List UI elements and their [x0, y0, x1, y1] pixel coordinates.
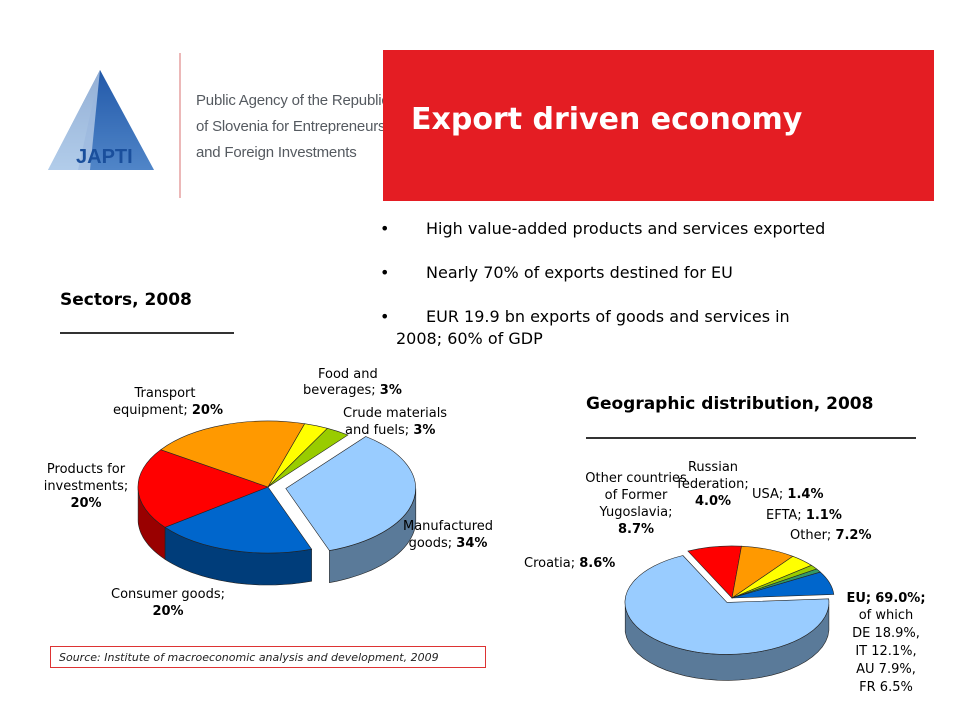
sectors-chart-title: Sectors, 2008	[60, 290, 192, 310]
bullet-text-continued: 2008; 60% of GDP	[396, 329, 543, 348]
label-eu-note-3: IT 12.1%,	[855, 644, 916, 659]
label-yugoslavia-line3: Yugoslavia;	[599, 505, 673, 520]
pie-slice	[164, 486, 313, 554]
label-russia-line1: Russian	[688, 460, 738, 475]
label-transport-line1: Transport	[133, 386, 195, 401]
label-russia-value: 4.0%	[695, 494, 731, 509]
japti-logo	[48, 53, 181, 198]
label-invest-line1: Products for	[47, 462, 126, 477]
geo-labels: Russian federation; 4.0% Other countries…	[524, 460, 926, 695]
title-banner: Export driven economy	[383, 50, 934, 201]
pie-slice	[137, 449, 269, 528]
label-eu: EU; 69.0%;	[846, 591, 925, 606]
pie-slice	[285, 436, 416, 551]
label-invest-value: 20%	[70, 496, 101, 511]
label-food-line2: beverages; 3%	[303, 383, 402, 398]
pie-slice	[624, 555, 830, 655]
label-transport-line2: equipment; 20%	[113, 403, 223, 418]
bullet-text: Nearly 70% of exports destined for EU	[426, 263, 733, 282]
label-consumer-line1: Consumer goods;	[111, 587, 225, 602]
bullet-item: • EUR 19.9 bn exports of goods and servic…	[380, 306, 940, 350]
agency-name-line-3: and Foreign Investments	[196, 144, 357, 161]
label-yugoslavia-line1: Other countries	[585, 471, 687, 486]
bullet-item: • Nearly 70% of exports destined for EU	[380, 262, 940, 284]
label-food-line1: Food and	[318, 367, 378, 382]
label-manufactured-line1: Manufactured	[403, 519, 493, 534]
agency-name-line-2: of Slovenia for Entrepreneurship	[196, 118, 405, 135]
bullet-list: • High value-added products and services …	[380, 218, 940, 372]
agency-name-line-1: Public Agency of the Republic	[196, 92, 389, 109]
slide-title: Export driven economy	[411, 102, 803, 137]
label-eu-note-5: FR 6.5%	[859, 680, 913, 695]
label-invest-line2: investments;	[44, 479, 129, 494]
sectors-title-underline	[60, 332, 234, 334]
label-manufactured-line2: goods; 34%	[409, 536, 488, 551]
bullet-item: • High value-added products and services …	[380, 218, 940, 240]
label-russia-line2: federation;	[677, 477, 748, 492]
bullet-text: EUR 19.9 bn exports of goods and service…	[426, 307, 790, 326]
bullet-dot-icon: •	[380, 263, 390, 282]
label-yugoslavia-value: 8.7%	[618, 522, 654, 537]
bullet-text: High value-added products and services e…	[426, 219, 826, 238]
pie-slice	[267, 427, 349, 488]
label-crude-line2: and fuels; 3%	[345, 423, 435, 438]
geo-pie	[624, 545, 835, 681]
logo-text: JAPTI	[76, 146, 133, 168]
bullet-dot-icon: •	[380, 307, 390, 326]
label-eu-note-4: AU 7.9%,	[856, 662, 916, 677]
bullet-dot-icon: •	[380, 219, 390, 238]
label-croatia: Croatia; 8.6%	[524, 556, 615, 571]
geo-title-underline	[586, 437, 916, 439]
sectors-labels: Food and beverages; 3% Crude materials a…	[44, 367, 493, 619]
label-crude-line1: Crude materials	[343, 406, 447, 421]
label-other: Other; 7.2%	[790, 528, 872, 543]
sectors-pie	[137, 420, 417, 586]
pie-slice	[731, 571, 835, 599]
label-usa: USA; 1.4%	[752, 487, 823, 502]
label-consumer-value: 20%	[152, 604, 183, 619]
label-eu-note-2: DE 18.9%,	[852, 626, 920, 641]
geo-chart-title: Geographic distribution, 2008	[586, 394, 874, 414]
source-note: Source: Institute of macroeconomic analy…	[50, 646, 486, 668]
label-yugoslavia-line2: of Former	[605, 488, 668, 503]
pie-slice	[160, 420, 306, 488]
label-efta: EFTA; 1.1%	[766, 508, 842, 523]
label-eu-note-1: of which	[859, 608, 914, 623]
